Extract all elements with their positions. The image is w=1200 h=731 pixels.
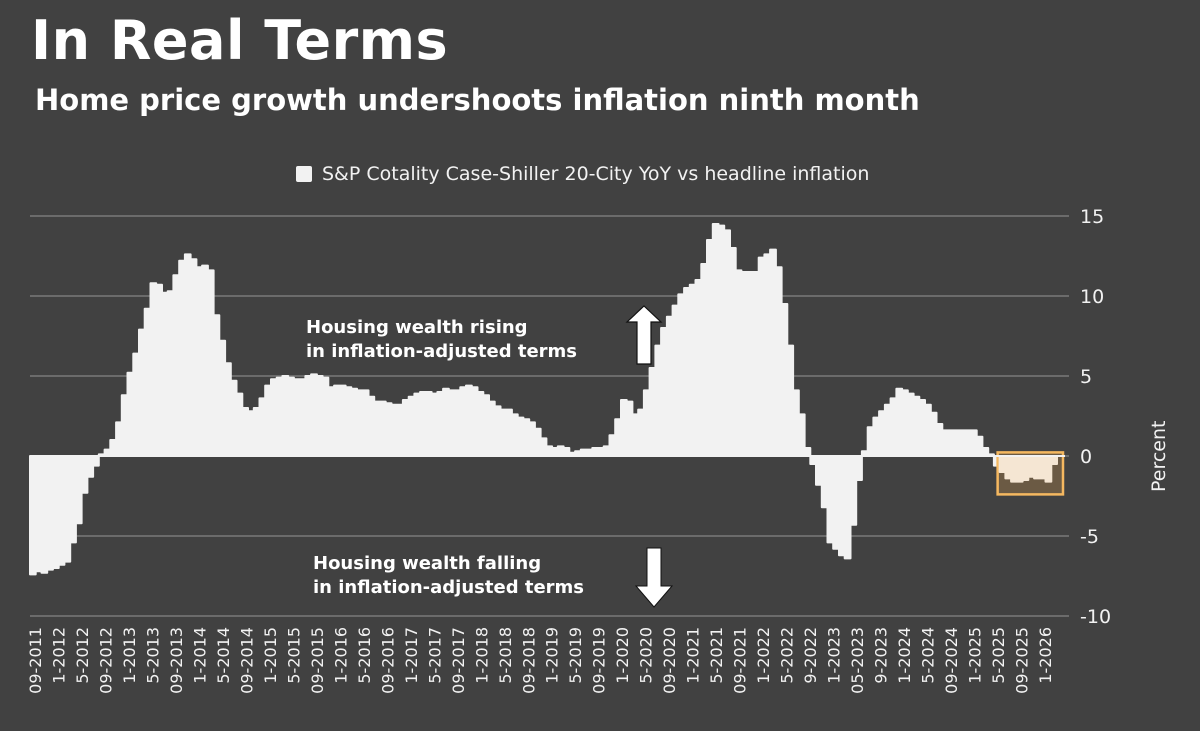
svg-text:09-2014: 09-2014 bbox=[237, 627, 256, 694]
svg-text:09-2012: 09-2012 bbox=[97, 627, 116, 694]
svg-text:1-2023: 1-2023 bbox=[825, 627, 844, 684]
svg-text:09-2021: 09-2021 bbox=[731, 627, 750, 694]
legend-swatch bbox=[296, 166, 312, 182]
svg-text:15: 15 bbox=[1080, 206, 1104, 228]
svg-text:05-2023: 05-2023 bbox=[848, 627, 867, 694]
legend-label: S&P Cotality Case-Shiller 20-City YoY vs… bbox=[322, 163, 870, 185]
svg-text:09-2020: 09-2020 bbox=[660, 627, 679, 694]
svg-text:5-2016: 5-2016 bbox=[355, 627, 374, 684]
svg-text:1-2015: 1-2015 bbox=[261, 627, 280, 684]
svg-text:1-2021: 1-2021 bbox=[684, 627, 703, 684]
svg-text:1-2022: 1-2022 bbox=[754, 627, 773, 684]
svg-text:5-2020: 5-2020 bbox=[637, 627, 656, 684]
svg-text:1-2019: 1-2019 bbox=[543, 627, 562, 684]
svg-text:1-2024: 1-2024 bbox=[895, 627, 914, 684]
svg-text:1-2018: 1-2018 bbox=[472, 627, 491, 684]
highlight-box bbox=[996, 451, 1065, 496]
svg-text:0: 0 bbox=[1080, 446, 1092, 468]
data-area bbox=[29, 223, 1058, 576]
svg-text:1-2026: 1-2026 bbox=[1036, 627, 1055, 684]
svg-text:1-2020: 1-2020 bbox=[613, 627, 632, 684]
svg-text:1-2013: 1-2013 bbox=[120, 627, 139, 684]
svg-text:5-2013: 5-2013 bbox=[143, 627, 162, 684]
annotation-rising: Housing wealth rising in inflation-adjus… bbox=[306, 316, 577, 364]
svg-text:09-2017: 09-2017 bbox=[449, 627, 468, 694]
svg-text:-5: -5 bbox=[1080, 526, 1099, 548]
x-axis-ticks: 09-2011 1-2012 5-2012 09-2012 1-2013 5-2013 09… bbox=[26, 627, 1055, 694]
svg-text:9-2023: 9-2023 bbox=[872, 627, 891, 684]
chart-title: In Real Terms bbox=[31, 9, 449, 72]
svg-text:5-2025: 5-2025 bbox=[989, 627, 1008, 684]
svg-text:09-2024: 09-2024 bbox=[942, 627, 961, 694]
svg-text:5-2019: 5-2019 bbox=[566, 627, 585, 684]
arrow-up-icon bbox=[625, 305, 663, 365]
svg-text:09-2011: 09-2011 bbox=[26, 627, 45, 694]
svg-text:9-2022: 9-2022 bbox=[801, 627, 820, 684]
svg-text:5: 5 bbox=[1080, 366, 1092, 388]
svg-text:09-2018: 09-2018 bbox=[519, 627, 538, 694]
legend: S&P Cotality Case-Shiller 20-City YoY vs… bbox=[296, 163, 869, 185]
svg-text:5-2015: 5-2015 bbox=[284, 627, 303, 684]
y-axis-ticks: -10 -5 0 5 10 15 bbox=[1080, 206, 1111, 628]
annotation-falling-line1: Housing wealth falling bbox=[313, 553, 542, 574]
svg-text:5-2012: 5-2012 bbox=[73, 627, 92, 684]
svg-text:1-2017: 1-2017 bbox=[402, 627, 421, 684]
svg-text:10: 10 bbox=[1080, 286, 1104, 308]
svg-text:5-2021: 5-2021 bbox=[707, 627, 726, 684]
svg-text:5-2022: 5-2022 bbox=[778, 627, 797, 684]
annotation-falling-line2: in inflation-adjusted terms bbox=[313, 577, 585, 598]
y-axis-title: Percent bbox=[1148, 420, 1170, 493]
svg-text:09-2016: 09-2016 bbox=[378, 627, 397, 694]
svg-text:09-2013: 09-2013 bbox=[167, 627, 186, 694]
arrow-down-icon bbox=[634, 547, 674, 608]
svg-text:1-2014: 1-2014 bbox=[190, 627, 209, 684]
svg-text:5-2018: 5-2018 bbox=[496, 627, 515, 684]
svg-text:09-2015: 09-2015 bbox=[308, 627, 327, 694]
svg-text:1-2025: 1-2025 bbox=[966, 627, 985, 684]
svg-text:5-2017: 5-2017 bbox=[425, 627, 444, 684]
annotation-rising-line2: in inflation-adjusted terms bbox=[306, 341, 578, 362]
svg-text:09-2019: 09-2019 bbox=[590, 627, 609, 694]
chart-subtitle: Home price growth undershoots inflation … bbox=[35, 83, 920, 117]
svg-text:5-2024: 5-2024 bbox=[919, 627, 938, 684]
svg-text:1-2012: 1-2012 bbox=[50, 627, 69, 684]
svg-text:1-2016: 1-2016 bbox=[331, 627, 350, 684]
svg-text:09-2025: 09-2025 bbox=[1013, 627, 1032, 694]
svg-text:-10: -10 bbox=[1080, 606, 1111, 628]
svg-text:5-2014: 5-2014 bbox=[214, 627, 233, 684]
annotation-falling: Housing wealth falling in inflation-adju… bbox=[313, 552, 584, 600]
annotation-rising-line1: Housing wealth rising bbox=[306, 317, 528, 338]
